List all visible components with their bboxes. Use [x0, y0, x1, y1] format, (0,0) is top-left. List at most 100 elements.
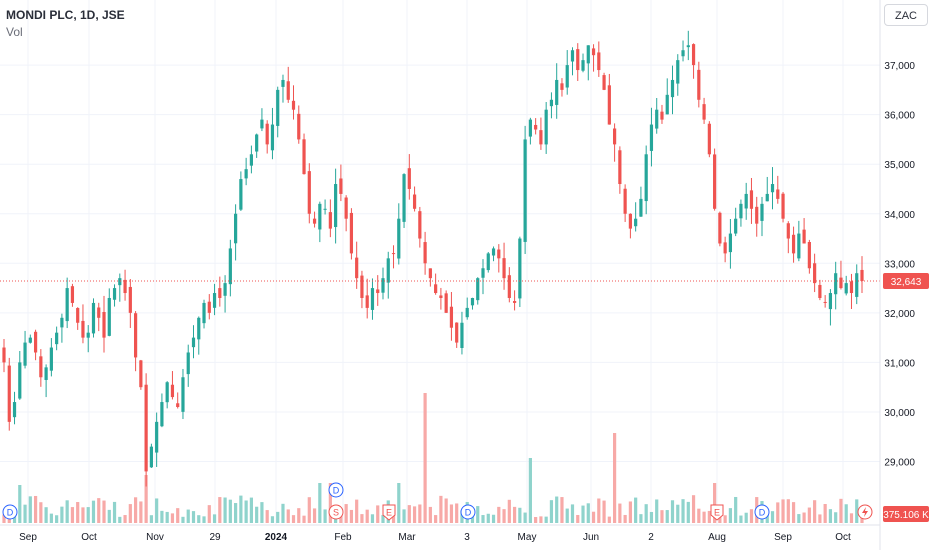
event-marker-s[interactable]: S	[328, 504, 344, 520]
candle	[828, 289, 833, 326]
volume-bar	[97, 498, 101, 523]
y-tick-label: 34,000	[884, 210, 915, 221]
candle	[855, 264, 859, 305]
volume-bar	[270, 516, 275, 523]
candle	[276, 86, 280, 138]
event-markers: D D S E D E D	[2, 482, 770, 521]
candle	[676, 54, 680, 96]
volume-bar	[670, 500, 675, 523]
candle	[486, 251, 490, 273]
volume-bar	[55, 515, 59, 523]
volume-bar	[549, 500, 554, 523]
volume-bar	[602, 500, 606, 523]
candle	[518, 236, 522, 308]
candle	[823, 295, 827, 308]
volume-bar	[323, 509, 327, 523]
candle	[597, 41, 601, 77]
candle	[165, 381, 169, 409]
volume-bar	[613, 433, 617, 523]
candle	[702, 97, 706, 124]
event-marker-d[interactable]: D	[328, 482, 344, 498]
candle	[286, 66, 290, 103]
event-marker-e[interactable]: E	[710, 504, 724, 521]
volume-bar	[686, 501, 690, 523]
event-marker-d[interactable]: D	[754, 504, 770, 520]
volume-bar	[744, 512, 748, 523]
volume-bar	[60, 506, 64, 523]
volume-bar	[834, 512, 838, 523]
volume-bar	[223, 497, 227, 523]
volume-bar	[349, 509, 354, 523]
price-candles	[2, 30, 864, 487]
candle	[28, 334, 32, 344]
volume-bar	[560, 497, 564, 523]
candle	[86, 325, 90, 353]
svg-text:D: D	[333, 486, 340, 496]
volume-bar	[628, 501, 632, 523]
candle	[133, 311, 138, 372]
volume-bar	[370, 514, 375, 523]
x-tick-label: Feb	[334, 532, 352, 543]
candle	[260, 108, 264, 132]
candle	[334, 168, 338, 244]
volume-bar	[791, 502, 796, 523]
volume-bar	[133, 497, 138, 523]
candle	[207, 294, 211, 320]
candle	[344, 195, 348, 232]
volume-bar	[412, 506, 417, 523]
candle	[586, 45, 590, 81]
volume-bars	[2, 393, 864, 523]
volume-bar	[407, 505, 411, 523]
candle	[381, 267, 385, 300]
event-marker-d[interactable]: D	[2, 504, 18, 520]
candle	[239, 171, 243, 211]
volume-bar	[776, 502, 780, 523]
candle	[797, 220, 801, 262]
candle	[776, 175, 780, 204]
volume-bar	[307, 497, 311, 523]
candle	[281, 74, 285, 103]
symbol-title: MONDI PLC, 1D, JSE	[6, 8, 125, 22]
candle	[412, 186, 417, 212]
candle	[112, 284, 117, 307]
volume-bar	[491, 514, 496, 523]
volume-bar	[676, 504, 680, 523]
candle	[860, 256, 864, 293]
currency-button[interactable]: ZAC	[884, 4, 928, 26]
candle	[107, 288, 111, 337]
candle	[481, 259, 485, 295]
candle	[744, 182, 748, 220]
volume-bar	[813, 500, 817, 523]
candle	[81, 304, 85, 344]
volume-bar	[112, 501, 117, 523]
candle	[849, 273, 854, 309]
volume-bar	[402, 509, 406, 523]
volume-bar	[434, 515, 438, 523]
flash-icon[interactable]	[857, 504, 873, 520]
candle	[739, 199, 743, 227]
event-marker-d[interactable]: D	[460, 504, 476, 520]
candle	[297, 105, 301, 144]
volume-bar	[797, 514, 801, 523]
candle	[365, 278, 369, 319]
event-marker-e[interactable]: E	[382, 504, 396, 521]
candle	[291, 85, 296, 120]
volume-bar	[497, 506, 501, 523]
volume-bar	[476, 506, 480, 523]
volume-bar	[123, 515, 127, 523]
candle	[376, 275, 380, 306]
volume-bar	[623, 514, 627, 523]
candle	[244, 157, 248, 186]
candle	[170, 371, 175, 400]
candle	[339, 164, 343, 202]
candle	[33, 329, 38, 361]
candle	[49, 338, 53, 377]
volume-bar	[155, 498, 159, 523]
candle	[44, 364, 48, 398]
svg-text:E: E	[386, 508, 392, 518]
volume-bar	[597, 498, 601, 523]
candle	[76, 307, 80, 330]
candle	[602, 72, 606, 91]
volume-bar	[149, 515, 153, 523]
